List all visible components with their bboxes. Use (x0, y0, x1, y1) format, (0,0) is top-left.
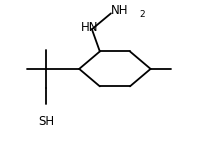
Text: 2: 2 (139, 10, 145, 19)
Text: NH: NH (111, 4, 128, 17)
Text: SH: SH (38, 115, 54, 128)
Text: HN: HN (81, 21, 98, 34)
